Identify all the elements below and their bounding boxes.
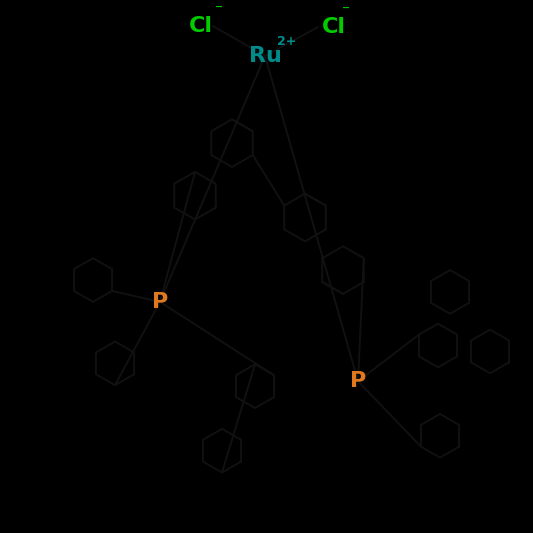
Text: Ru: Ru (248, 46, 281, 66)
Text: P: P (152, 292, 168, 312)
Text: Cl: Cl (189, 16, 213, 36)
Text: P: P (350, 371, 366, 391)
Text: 2+: 2+ (277, 35, 296, 48)
Text: ⁻: ⁻ (215, 3, 223, 18)
Text: Cl: Cl (322, 17, 346, 37)
Text: ⁻: ⁻ (342, 4, 350, 19)
